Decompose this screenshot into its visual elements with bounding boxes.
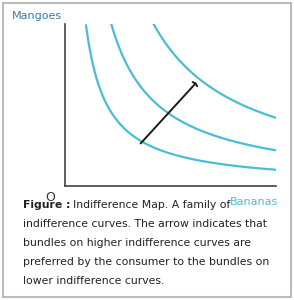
Text: Mangoes: Mangoes	[12, 11, 62, 21]
Text: Bananas: Bananas	[230, 197, 278, 207]
Text: lower indifference curves.: lower indifference curves.	[23, 276, 164, 286]
Text: Indifference Map. A family of: Indifference Map. A family of	[73, 200, 230, 210]
Text: bundles on higher indifference curves are: bundles on higher indifference curves ar…	[23, 238, 251, 248]
Text: O: O	[45, 191, 55, 204]
Text: indifference curves. The arrow indicates that: indifference curves. The arrow indicates…	[23, 219, 267, 229]
Text: Figure :: Figure :	[23, 200, 74, 210]
Text: preferred by the consumer to the bundles on: preferred by the consumer to the bundles…	[23, 257, 269, 267]
